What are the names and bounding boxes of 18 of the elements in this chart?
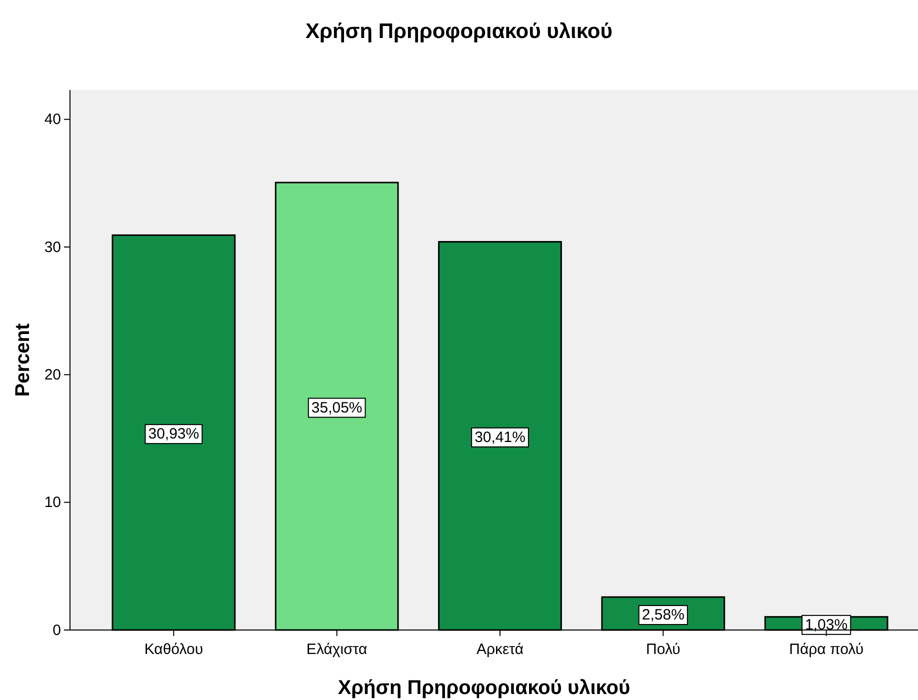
x-axis-title: Χρήση Πρηροφοριακού υλικού bbox=[338, 677, 630, 699]
data-label: 30,41% bbox=[474, 428, 526, 446]
x-tick-label: Αρκετά bbox=[476, 641, 524, 658]
x-tick-label: Καθόλου bbox=[144, 641, 204, 658]
y-tick-label: 20 bbox=[44, 366, 61, 384]
y-tick-label: 10 bbox=[44, 494, 61, 512]
y-tick-label: 0 bbox=[52, 622, 61, 639]
y-tick-label: 40 bbox=[44, 111, 61, 128]
x-tick-label: Πολύ bbox=[646, 641, 680, 658]
chart-title: Χρήση Πρηροφοριακού υλικού bbox=[306, 20, 612, 43]
data-label: 35,05% bbox=[311, 399, 362, 416]
x-tick-label: Ελάχιστα bbox=[306, 641, 368, 658]
data-label: 2,58% bbox=[642, 606, 684, 624]
y-tick-label: 30 bbox=[44, 238, 61, 256]
y-axis-title: Percent bbox=[12, 322, 34, 397]
x-tick-label: Πάρα πολύ bbox=[789, 641, 864, 658]
data-label: 1,03% bbox=[805, 616, 848, 634]
data-label: 30,93% bbox=[148, 426, 200, 443]
